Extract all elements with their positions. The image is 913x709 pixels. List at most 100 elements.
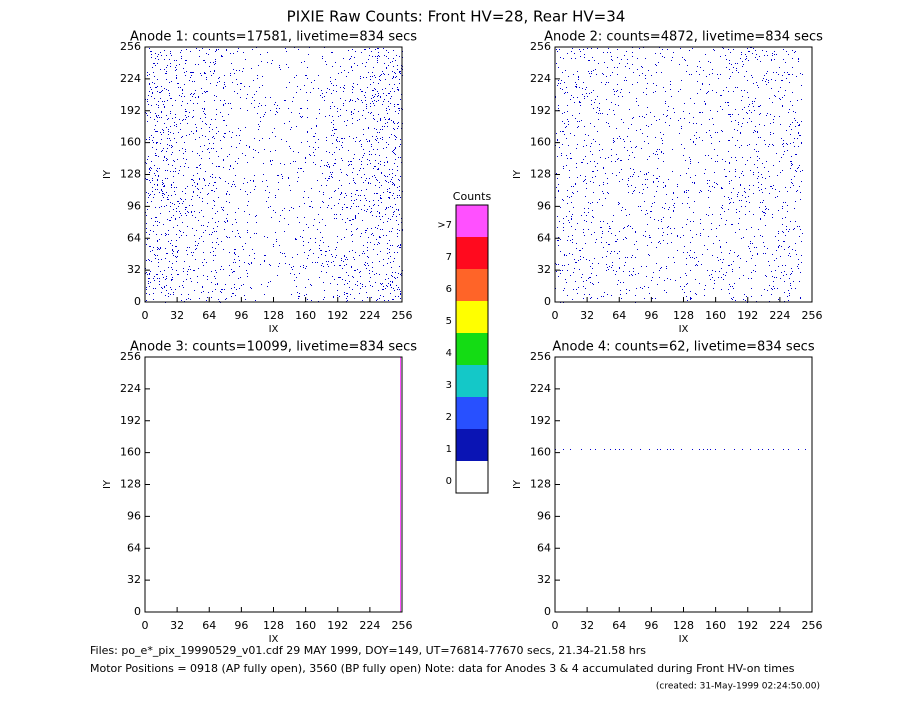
y-tick-label: 192 <box>530 414 551 427</box>
y-tick-label: 64 <box>127 541 141 554</box>
x-axis-label: IX <box>679 634 689 645</box>
x-tick-label: 32 <box>580 619 594 632</box>
colorbar-cell <box>456 429 488 461</box>
main-title: PIXIE Raw Counts: Front HV=28, Rear HV=3… <box>287 8 626 26</box>
y-tick-label: 192 <box>530 104 551 117</box>
y-tick-label: 192 <box>120 414 141 427</box>
x-axis-label: IX <box>269 634 279 645</box>
y-tick-label: 256 <box>530 40 551 53</box>
x-tick-label: 192 <box>327 309 348 322</box>
x-tick-label: 160 <box>295 309 316 322</box>
y-tick-label: 32 <box>537 263 551 276</box>
x-axis-label: IX <box>269 324 279 335</box>
y-tick-label: 64 <box>537 541 551 554</box>
panel-title: Anode 4: counts=62, livetime=834 secs <box>552 340 814 355</box>
x-tick-label: 64 <box>202 309 216 322</box>
x-tick-label: 0 <box>552 309 559 322</box>
footer-line: Files: po_e*_pix_19990529_v01.cdf 29 MAY… <box>90 644 646 657</box>
x-tick-label: 224 <box>769 309 790 322</box>
x-tick-label: 0 <box>142 619 149 632</box>
x-tick-label: 224 <box>359 619 380 632</box>
x-tick-label: 192 <box>737 619 758 632</box>
x-tick-label: 96 <box>234 309 248 322</box>
colorbar-title: Counts <box>453 190 492 203</box>
y-tick-label: 256 <box>120 40 141 53</box>
footer-created: (created: 31-May-1999 02:24:50.00) <box>656 682 820 692</box>
colorbar-label: 5 <box>446 316 452 327</box>
x-tick-label: 128 <box>263 619 284 632</box>
y-tick-label: 128 <box>530 168 551 181</box>
y-tick-label: 96 <box>127 509 141 522</box>
x-tick-label: 96 <box>234 619 248 632</box>
colorbar-label: >7 <box>437 220 452 231</box>
x-axis-label: IX <box>679 324 689 335</box>
y-tick-label: 256 <box>530 350 551 363</box>
colorbar-label: 3 <box>446 380 452 391</box>
y-tick-label: 64 <box>127 231 141 244</box>
colorbar-label: 0 <box>446 476 452 487</box>
colorbar-cell <box>456 365 488 397</box>
x-tick-label: 32 <box>170 309 184 322</box>
x-tick-label: 96 <box>644 619 658 632</box>
pixel-texture <box>400 357 401 612</box>
y-tick-label: 32 <box>537 573 551 586</box>
x-tick-label: 32 <box>580 309 594 322</box>
panel-title: Anode 2: counts=4872, livetime=834 secs <box>544 30 823 45</box>
pixel-texture <box>555 47 803 303</box>
y-tick-label: 160 <box>120 446 141 459</box>
y-axis-label: IY <box>512 479 523 489</box>
y-axis-label: IY <box>102 169 113 179</box>
y-tick-label: 160 <box>530 136 551 149</box>
y-tick-label: 224 <box>530 72 551 85</box>
y-tick-label: 224 <box>120 72 141 85</box>
x-tick-label: 224 <box>359 309 380 322</box>
colorbar-label: 2 <box>446 412 452 423</box>
colorbar-cell <box>456 461 488 493</box>
y-tick-label: 96 <box>537 509 551 522</box>
colorbar-label: 7 <box>446 252 452 263</box>
y-tick-label: 128 <box>120 168 141 181</box>
x-tick-label: 64 <box>612 619 626 632</box>
panel-title: Anode 1: counts=17581, livetime=834 secs <box>130 30 417 45</box>
y-tick-label: 192 <box>120 104 141 117</box>
colorbar-cell <box>456 301 488 333</box>
y-tick-label: 0 <box>134 605 141 618</box>
x-tick-label: 0 <box>142 309 149 322</box>
y-tick-label: 224 <box>530 382 551 395</box>
x-tick-label: 256 <box>392 309 413 322</box>
y-tick-label: 128 <box>530 478 551 491</box>
x-tick-label: 160 <box>705 309 726 322</box>
y-tick-label: 224 <box>120 382 141 395</box>
y-axis-label: IY <box>102 479 113 489</box>
y-tick-label: 64 <box>537 231 551 244</box>
colorbar-cell <box>456 397 488 429</box>
x-tick-label: 0 <box>552 619 559 632</box>
x-tick-label: 64 <box>612 309 626 322</box>
colorbar-frame <box>455 204 489 494</box>
y-tick-label: 0 <box>134 295 141 308</box>
colorbar-cell <box>456 269 488 301</box>
colorbar-label: 4 <box>446 348 452 359</box>
x-tick-label: 160 <box>295 619 316 632</box>
x-tick-label: 256 <box>802 619 823 632</box>
y-tick-label: 160 <box>530 446 551 459</box>
x-tick-label: 192 <box>737 309 758 322</box>
x-tick-label: 32 <box>170 619 184 632</box>
y-tick-label: 96 <box>537 199 551 212</box>
x-tick-label: 128 <box>263 309 284 322</box>
x-tick-label: 256 <box>392 619 413 632</box>
panel-title: Anode 3: counts=10099, livetime=834 secs <box>130 340 417 355</box>
footer-line: Motor Positions = 0918 (AP fully open), … <box>90 662 795 675</box>
y-tick-label: 0 <box>544 295 551 308</box>
y-tick-label: 32 <box>127 573 141 586</box>
x-tick-label: 160 <box>705 619 726 632</box>
x-tick-label: 192 <box>327 619 348 632</box>
colorbar-label: 6 <box>446 284 452 295</box>
y-tick-label: 160 <box>120 136 141 149</box>
y-tick-label: 256 <box>120 350 141 363</box>
colorbar-cell <box>456 205 488 237</box>
colorbar-label: 1 <box>446 444 452 455</box>
x-tick-label: 96 <box>644 309 658 322</box>
x-tick-label: 64 <box>202 619 216 632</box>
